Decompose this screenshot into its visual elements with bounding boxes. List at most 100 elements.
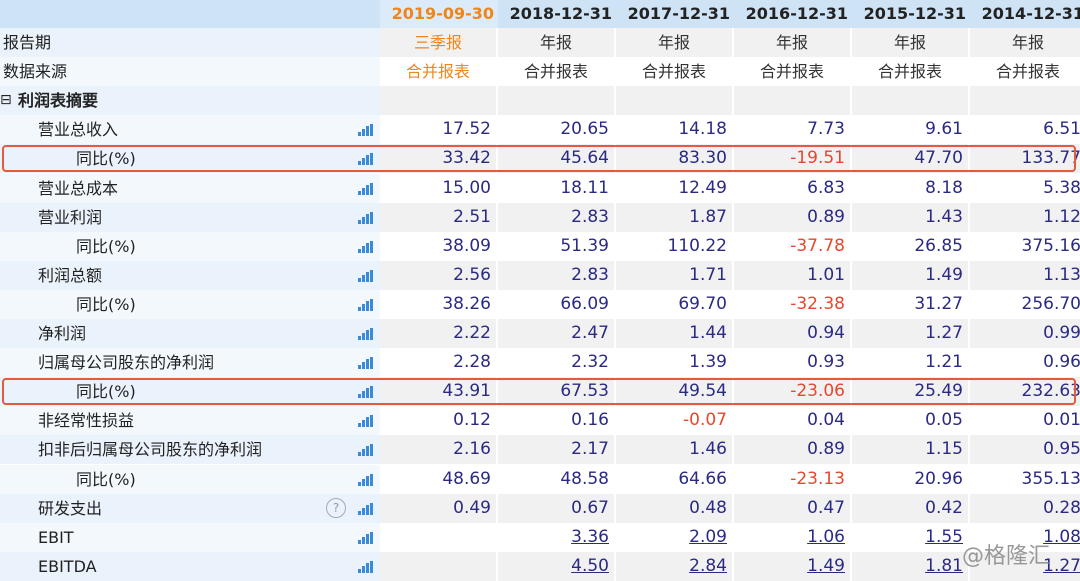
value-link[interactable]: 3.36	[571, 526, 609, 547]
value-link[interactable]: 2.84	[689, 555, 727, 576]
value-link[interactable]: 1.27	[1043, 555, 1080, 576]
row-label: 同比(%)	[76, 149, 136, 169]
row-label-cell	[0, 57, 380, 87]
meta-row: 数据来源 合并报表 合并报表 合并报表 合并报表 合并报表 合并报表	[0, 57, 1080, 87]
value-cell: 1.12	[970, 202, 1080, 232]
value-cell[interactable]: 1.27	[970, 551, 1080, 581]
value-cell: 18.11	[498, 174, 614, 203]
column-header-2014-12-31[interactable]: 2014-12-31	[981, 4, 1080, 23]
value-text: 15.00	[442, 177, 491, 198]
value-link[interactable]: 1.49	[807, 555, 845, 576]
value-cell: 1.15	[852, 435, 968, 465]
bar-chart-icon[interactable]	[358, 560, 373, 573]
value-cell: 355.13	[970, 465, 1080, 494]
row-label: 非经常性损益	[38, 411, 135, 431]
value-cell: 232.63	[970, 377, 1080, 407]
value-text: -19.51	[790, 148, 845, 169]
value-text: 2.47	[571, 323, 609, 343]
row-label-cell	[0, 435, 380, 465]
bar-chart-icon[interactable]	[358, 153, 373, 166]
value-cell: 31.27	[852, 290, 968, 319]
value-cell: 133.77	[970, 144, 1080, 174]
value-cell: 1.01	[734, 260, 850, 290]
value-cell[interactable]: 1.55	[852, 523, 968, 552]
column-header-2019-09-30[interactable]: 2019-09-30	[380, 0, 498, 28]
value-cell: 1.44	[616, 319, 732, 348]
value-cell[interactable]	[380, 551, 496, 581]
column-header-2018-12-31[interactable]: 2018-12-31	[509, 4, 612, 23]
bar-chart-icon[interactable]	[358, 240, 373, 253]
bar-chart-icon[interactable]	[358, 182, 373, 195]
value-text: 0.47	[807, 497, 845, 518]
bar-chart-icon[interactable]	[358, 444, 373, 457]
row-label: 同比(%)	[76, 294, 136, 314]
empty-cell	[616, 86, 732, 116]
meta-cell: 年报	[498, 28, 614, 57]
bar-chart-icon[interactable]	[358, 269, 373, 282]
bar-chart-icon[interactable]	[358, 502, 373, 515]
value-cell: 67.53	[498, 377, 614, 407]
value-text: 31.27	[914, 293, 963, 314]
value-text: -23.06	[790, 381, 845, 402]
bar-chart-icon[interactable]	[358, 473, 373, 486]
value-link[interactable]: 4.50	[571, 555, 609, 576]
value-cell[interactable]: 3.36	[498, 523, 614, 552]
value-text: 2.56	[453, 264, 491, 285]
value-link[interactable]: 1.08	[1043, 526, 1080, 547]
column-header-2017-12-31[interactable]: 2017-12-31	[627, 4, 730, 23]
value-cell: 26.85	[852, 232, 968, 261]
value-text: 17.52	[442, 119, 491, 140]
value-cell: 2.47	[498, 319, 614, 348]
value-text: 51.39	[560, 235, 609, 256]
value-cell: 49.54	[616, 377, 732, 407]
value-cell: 43.91	[380, 377, 496, 407]
value-text: -37.78	[790, 235, 845, 256]
value-text: 6.51	[1043, 119, 1080, 140]
value-cell: -23.06	[734, 377, 850, 407]
value-cell[interactable]	[380, 523, 496, 552]
help-icon[interactable]: ?	[326, 497, 346, 518]
table-row: 同比(%) 38.26 66.09 69.70 -32.38 31.27 256.70	[0, 289, 1080, 319]
bar-chart-icon[interactable]	[358, 415, 373, 428]
value-text: 38.26	[442, 293, 491, 314]
bar-chart-icon[interactable]	[358, 328, 373, 340]
value-text: 0.28	[1043, 497, 1080, 518]
value-link[interactable]: 2.09	[689, 526, 727, 547]
value-text: 0.93	[807, 352, 845, 373]
collapse-toggle-icon[interactable]: ⊟	[0, 92, 12, 109]
value-link[interactable]: 1.06	[807, 526, 845, 547]
value-cell[interactable]: 4.50	[498, 551, 614, 581]
row-label: 研发支出	[38, 498, 103, 518]
value-cell[interactable]: 2.84	[616, 551, 732, 581]
table-row: 营业利润 2.51 2.83 1.87 0.89 1.43 1.12	[0, 202, 1080, 232]
value-cell[interactable]: 2.09	[616, 523, 732, 552]
column-header-2015-12-31[interactable]: 2015-12-31	[863, 4, 966, 23]
value-text: 2.17	[571, 439, 609, 460]
column-header-2016-12-31[interactable]: 2016-12-31	[745, 4, 848, 23]
value-cell[interactable]: 1.81	[852, 551, 968, 581]
meta-cell: 合并报表	[523, 62, 588, 82]
value-cell: 17.52	[380, 115, 496, 144]
bar-chart-icon[interactable]	[358, 386, 373, 399]
meta-cell: 年报	[970, 28, 1080, 57]
row-label-cell	[0, 551, 380, 581]
bar-chart-icon[interactable]	[358, 357, 373, 370]
value-cell[interactable]: 1.06	[734, 523, 850, 552]
value-cell: 7.73	[734, 115, 850, 144]
value-text: 9.61	[925, 119, 963, 140]
value-cell: 15.00	[380, 174, 496, 203]
value-link[interactable]: 1.55	[925, 526, 963, 547]
bar-chart-icon[interactable]	[358, 124, 373, 137]
value-text: 0.01	[1043, 410, 1080, 431]
bar-chart-icon[interactable]	[358, 531, 373, 544]
meta-row: 报告期 三季报 年报 年报 年报 年报 年报	[0, 28, 1080, 57]
bar-chart-icon[interactable]	[358, 298, 373, 311]
value-cell: 0.95	[970, 435, 1080, 465]
value-cell[interactable]: 1.49	[734, 551, 850, 581]
value-link[interactable]: 1.81	[925, 555, 963, 576]
bar-chart-icon[interactable]	[358, 211, 373, 224]
table-row: EBITDA 4.50 2.84 1.49 1.81 1.27	[0, 551, 1080, 581]
value-cell[interactable]: 1.08	[970, 523, 1080, 552]
row-label-cell	[0, 173, 380, 203]
value-cell: 51.39	[498, 232, 614, 261]
